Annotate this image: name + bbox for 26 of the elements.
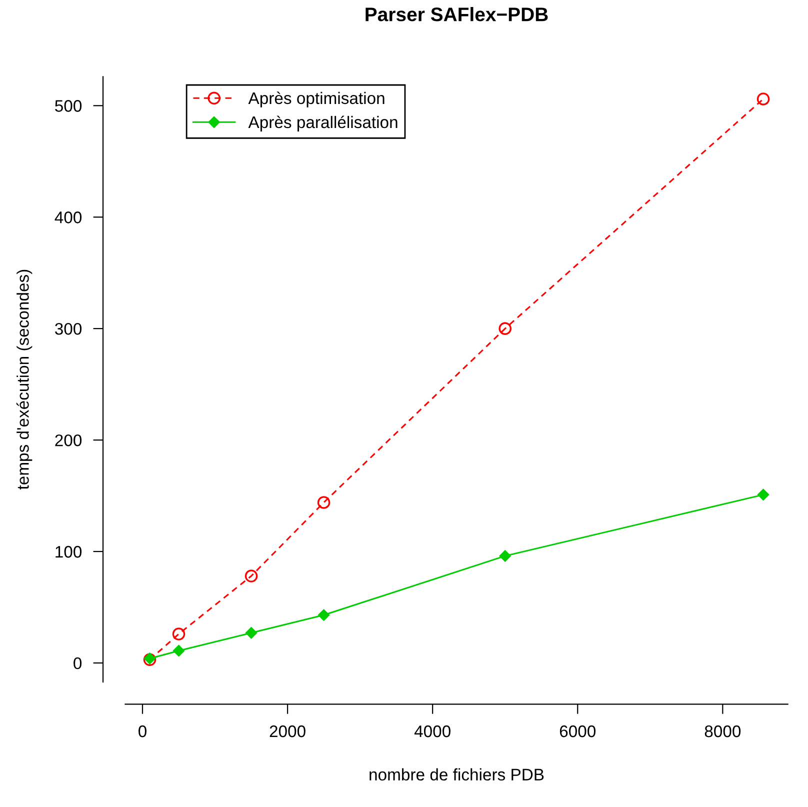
y-tick-label: 400 (54, 212, 82, 224)
point (498, 322, 512, 335)
x-tick-label: 4000 (414, 725, 450, 738)
point (317, 496, 330, 509)
point (318, 609, 330, 621)
y-tick-label: 200 (55, 434, 82, 446)
y-tick-label: 500 (55, 100, 82, 112)
legend-label: Après optimisation (248, 92, 384, 108)
point (172, 628, 186, 640)
y-tick-label: 100 (56, 546, 82, 558)
legend-label: Après parallélisation (248, 116, 398, 132)
point (246, 627, 258, 639)
point (244, 570, 258, 582)
point (499, 550, 511, 562)
x-tick-label: 8000 (704, 725, 741, 738)
y-tick-label: 300 (55, 322, 82, 335)
y-tick-label: 0 (74, 657, 82, 670)
x-tick-label: 2000 (270, 725, 306, 738)
x-tick-label: 6000 (560, 725, 596, 738)
point (758, 488, 770, 500)
x-axis-title: nombre de fichiers PDB (370, 768, 544, 781)
point (173, 644, 185, 656)
point (756, 92, 770, 106)
x-tick-label: 0 (138, 725, 146, 738)
chart-title: Parser SAFlex−PDB (366, 7, 548, 22)
y-axis-title: temps d'exécution (secondes) (16, 270, 32, 490)
